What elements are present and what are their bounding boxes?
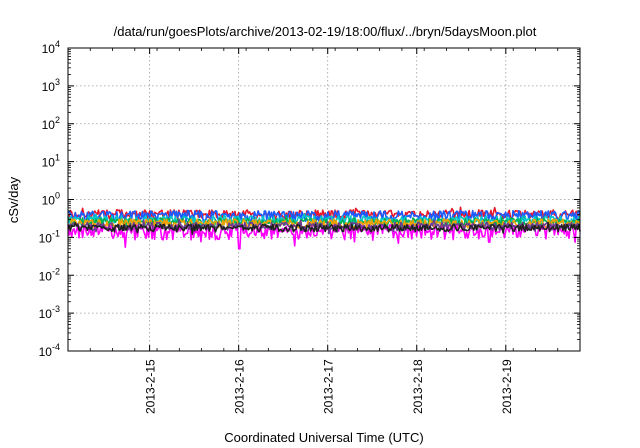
y-tick-label: 101	[42, 153, 60, 170]
y-tick-labels: 10-4 10-3 10-2 10-1 100 101 102 103 104	[39, 39, 60, 359]
y-axis-label: cSv/day	[6, 176, 21, 223]
y-tick-label: 104	[42, 39, 60, 56]
series-group	[67, 206, 581, 250]
x-tick-labels: 2013-2-15 2013-2-16 2013-2-17 2013-2-18 2013…	[144, 359, 514, 414]
x-tick-label: 2013-2-19	[500, 359, 514, 414]
grid-lines	[68, 48, 580, 351]
series-line	[67, 221, 581, 235]
y-tick-label: 10-1	[39, 228, 60, 245]
y-tick-label: 10-2	[39, 266, 60, 283]
y-tick-label: 102	[42, 115, 60, 132]
tick-marks	[67, 47, 581, 352]
x-tick-label: 2013-2-17	[322, 359, 336, 414]
y-tick-label: 100	[42, 191, 60, 208]
x-axis-label: Coordinated Universal Time (UTC)	[224, 430, 423, 445]
y-tick-label: 103	[42, 77, 60, 94]
y-tick-label: 10-3	[39, 304, 60, 321]
x-tick-label: 2013-2-18	[411, 359, 425, 414]
y-tick-label: 10-4	[39, 342, 60, 359]
chart-title: /data/run/goesPlots/archive/2013-02-19/1…	[114, 24, 537, 39]
x-tick-label: 2013-2-15	[144, 359, 158, 414]
x-tick-label: 2013-2-16	[233, 359, 247, 414]
